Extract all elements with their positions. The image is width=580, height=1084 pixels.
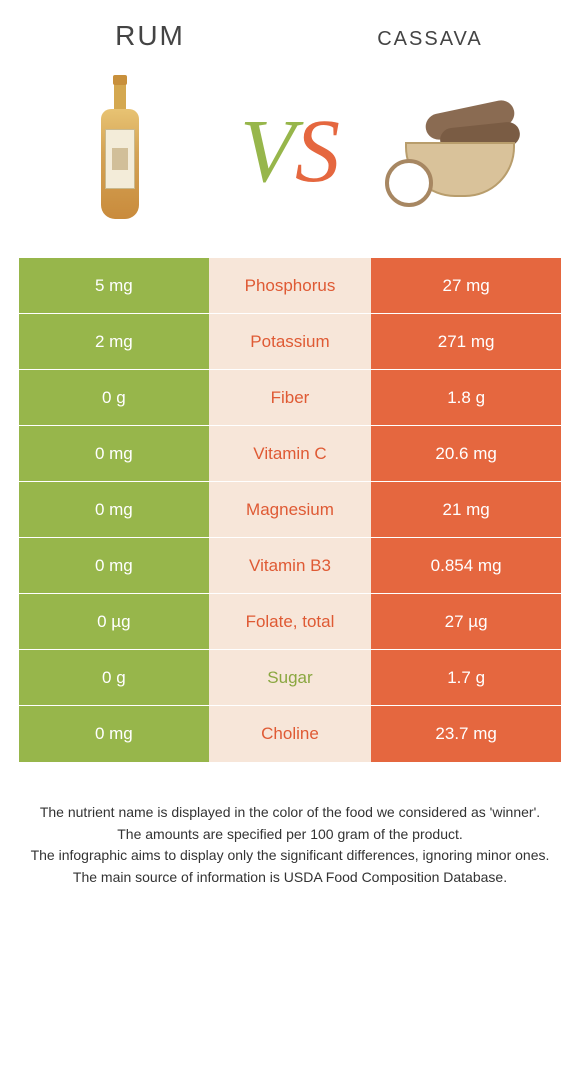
table-row: 0 mgVitamin B30.854 mg	[19, 538, 561, 594]
vs-s: S	[295, 107, 340, 197]
table-row: 0 mgVitamin C20.6 mg	[19, 426, 561, 482]
nutrient-label: Potassium	[209, 314, 372, 369]
right-image	[380, 72, 540, 232]
value-right: 27 µg	[371, 594, 561, 649]
value-left: 0 mg	[19, 538, 209, 593]
value-left: 0 mg	[19, 482, 209, 537]
vs-v: V	[240, 107, 295, 197]
left-image	[40, 72, 200, 232]
footnotes: The nutrient name is displayed in the co…	[0, 763, 580, 887]
nutrient-label: Sugar	[209, 650, 372, 705]
table-row: 0 gSugar1.7 g	[19, 650, 561, 706]
value-left: 0 mg	[19, 706, 209, 762]
nutrient-label: Folate, total	[209, 594, 372, 649]
value-right: 1.8 g	[371, 370, 561, 425]
nutrient-label: Choline	[209, 706, 372, 762]
value-left: 0 g	[19, 650, 209, 705]
nutrient-label: Vitamin C	[209, 426, 372, 481]
nutrient-label: Vitamin B3	[209, 538, 372, 593]
value-left: 5 mg	[19, 258, 209, 313]
table-row: 2 mgPotassium271 mg	[19, 314, 561, 370]
table-row: 0 µgFolate, total27 µg	[19, 594, 561, 650]
value-right: 23.7 mg	[371, 706, 561, 762]
images-row: V S	[0, 62, 580, 257]
table-row: 0 gFiber1.8 g	[19, 370, 561, 426]
footnote-line: The main source of information is USDA F…	[20, 868, 560, 888]
value-left: 0 µg	[19, 594, 209, 649]
value-right: 0.854 mg	[371, 538, 561, 593]
header: RUM cassava	[0, 0, 580, 62]
nutrient-label: Fiber	[209, 370, 372, 425]
title-right: cassava	[290, 20, 570, 52]
comparison-table: 5 mgPhosphorus27 mg2 mgPotassium271 mg0 …	[18, 257, 562, 763]
value-right: 1.7 g	[371, 650, 561, 705]
value-right: 21 mg	[371, 482, 561, 537]
table-row: 0 mgMagnesium21 mg	[19, 482, 561, 538]
value-left: 0 g	[19, 370, 209, 425]
value-right: 27 mg	[371, 258, 561, 313]
rum-bottle-icon	[101, 77, 139, 227]
footnote-line: The infographic aims to display only the…	[20, 846, 560, 866]
vs-label: V S	[240, 107, 340, 197]
footnote-line: The nutrient name is displayed in the co…	[20, 803, 560, 823]
value-right: 20.6 mg	[371, 426, 561, 481]
title-left: RUM	[10, 20, 290, 52]
table-row: 5 mgPhosphorus27 mg	[19, 258, 561, 314]
value-right: 271 mg	[371, 314, 561, 369]
footnote-line: The amounts are specified per 100 gram o…	[20, 825, 560, 845]
nutrient-label: Phosphorus	[209, 258, 372, 313]
value-left: 2 mg	[19, 314, 209, 369]
table-row: 0 mgCholine23.7 mg	[19, 706, 561, 762]
nutrient-label: Magnesium	[209, 482, 372, 537]
value-left: 0 mg	[19, 426, 209, 481]
cassava-icon	[385, 97, 535, 207]
